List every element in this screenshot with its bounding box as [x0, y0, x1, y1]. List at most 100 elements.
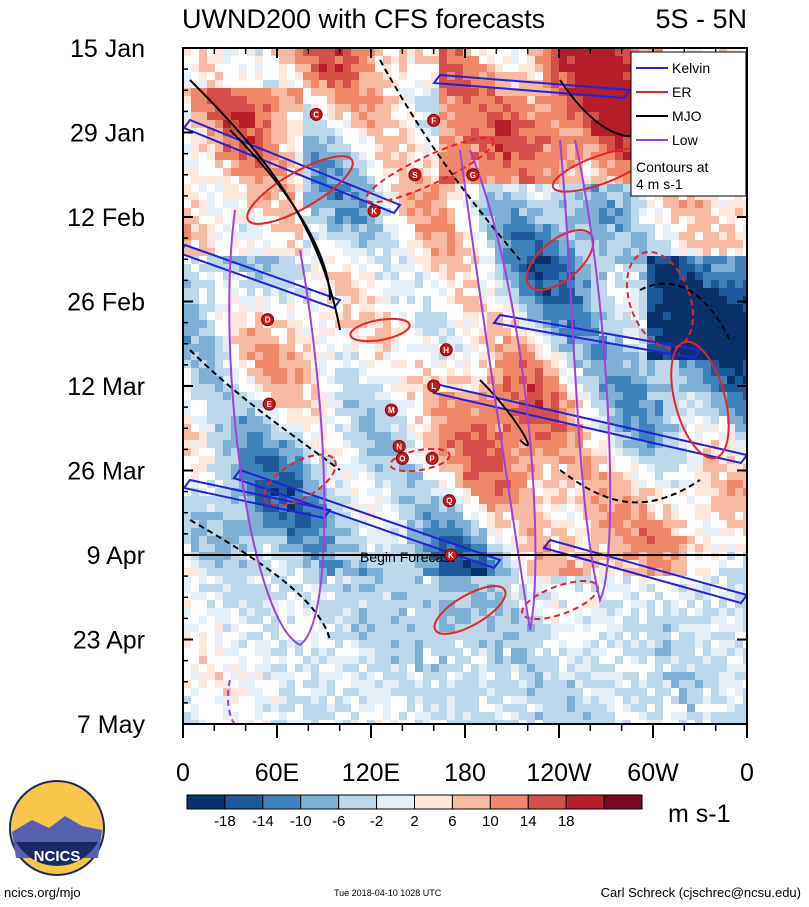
heat-cell — [479, 120, 487, 128]
heat-cell — [439, 112, 447, 120]
heat-cell — [679, 304, 687, 312]
heat-cell — [463, 96, 471, 104]
heat-cell — [511, 56, 519, 64]
heat-cell — [551, 240, 559, 248]
heat-cell — [319, 608, 327, 616]
heat-cell — [703, 648, 711, 656]
heat-cell — [495, 480, 503, 488]
heat-cell — [623, 184, 631, 192]
heat-cell — [247, 352, 255, 360]
heat-cell — [319, 368, 327, 376]
heat-cell — [207, 144, 215, 152]
heat-cell — [687, 384, 695, 392]
heat-cell — [519, 128, 527, 136]
heat-cell — [359, 216, 367, 224]
heat-cell — [591, 584, 599, 592]
heat-cell — [503, 368, 511, 376]
heat-cell — [623, 320, 631, 328]
heat-cell — [655, 704, 663, 712]
heat-cell — [671, 320, 679, 328]
heat-cell — [647, 536, 655, 544]
heat-cell — [479, 352, 487, 360]
heat-cell — [543, 376, 551, 384]
heat-cell — [431, 480, 439, 488]
heat-cell — [719, 464, 727, 472]
heat-cell — [351, 616, 359, 624]
heat-cell — [543, 632, 551, 640]
heat-cell — [231, 592, 239, 600]
heat-cell — [391, 344, 399, 352]
heat-cell — [287, 376, 295, 384]
heat-cell — [623, 304, 631, 312]
heat-cell — [215, 120, 223, 128]
heat-cell — [599, 696, 607, 704]
heat-cell — [423, 128, 431, 136]
heat-cell — [183, 696, 191, 704]
heat-cell — [279, 152, 287, 160]
heat-cell — [223, 664, 231, 672]
heat-cell — [639, 424, 647, 432]
heat-cell — [223, 496, 231, 504]
heat-cell — [583, 192, 591, 200]
heat-cell — [695, 656, 703, 664]
heat-cell — [719, 280, 727, 288]
heat-cell — [487, 624, 495, 632]
heat-cell — [511, 640, 519, 648]
heat-cell — [551, 560, 559, 568]
heat-cell — [535, 256, 543, 264]
heat-cell — [231, 48, 239, 56]
heat-cell — [455, 88, 463, 96]
heat-cell — [567, 568, 575, 576]
heat-cell — [407, 480, 415, 488]
heat-cell — [431, 672, 439, 680]
heat-cell — [351, 296, 359, 304]
heat-cell — [511, 616, 519, 624]
heat-cell — [303, 144, 311, 152]
heat-cell — [695, 504, 703, 512]
heat-cell — [575, 568, 583, 576]
heat-cell — [543, 520, 551, 528]
heat-cell — [199, 440, 207, 448]
heat-cell — [727, 280, 735, 288]
heat-cell — [527, 432, 535, 440]
heat-cell — [599, 504, 607, 512]
heat-cell — [743, 576, 747, 584]
heat-cell — [687, 544, 695, 552]
heat-cell — [279, 224, 287, 232]
heat-cell — [647, 408, 655, 416]
heat-cell — [743, 584, 747, 592]
heat-cell — [439, 616, 447, 624]
heat-cell — [255, 128, 263, 136]
heat-cell — [631, 688, 639, 696]
heat-cell — [423, 520, 431, 528]
heat-cell — [607, 208, 615, 216]
heat-cell — [535, 472, 543, 480]
heat-cell — [591, 368, 599, 376]
heat-cell — [295, 560, 303, 568]
heat-cell — [543, 680, 551, 688]
heat-cell — [615, 176, 623, 184]
heat-cell — [527, 104, 535, 112]
heat-cell — [439, 120, 447, 128]
heat-cell — [639, 528, 647, 536]
heat-cell — [263, 472, 271, 480]
heat-cell — [511, 304, 519, 312]
heat-cell — [423, 696, 431, 704]
heat-cell — [311, 528, 319, 536]
heat-cell — [599, 48, 607, 56]
heat-cell — [663, 456, 671, 464]
heat-cell — [655, 248, 663, 256]
heat-cell — [455, 48, 463, 56]
contour-line — [189, 519, 331, 641]
heat-cell — [247, 368, 255, 376]
heat-cell — [735, 384, 743, 392]
heat-cell — [239, 152, 247, 160]
heat-cell — [711, 296, 719, 304]
heat-cell — [255, 408, 263, 416]
heat-cell — [191, 544, 199, 552]
heat-cell — [223, 384, 231, 392]
heat-cell — [359, 224, 367, 232]
heat-cell — [511, 112, 519, 120]
heat-cell — [679, 368, 687, 376]
heat-cell — [719, 200, 727, 208]
